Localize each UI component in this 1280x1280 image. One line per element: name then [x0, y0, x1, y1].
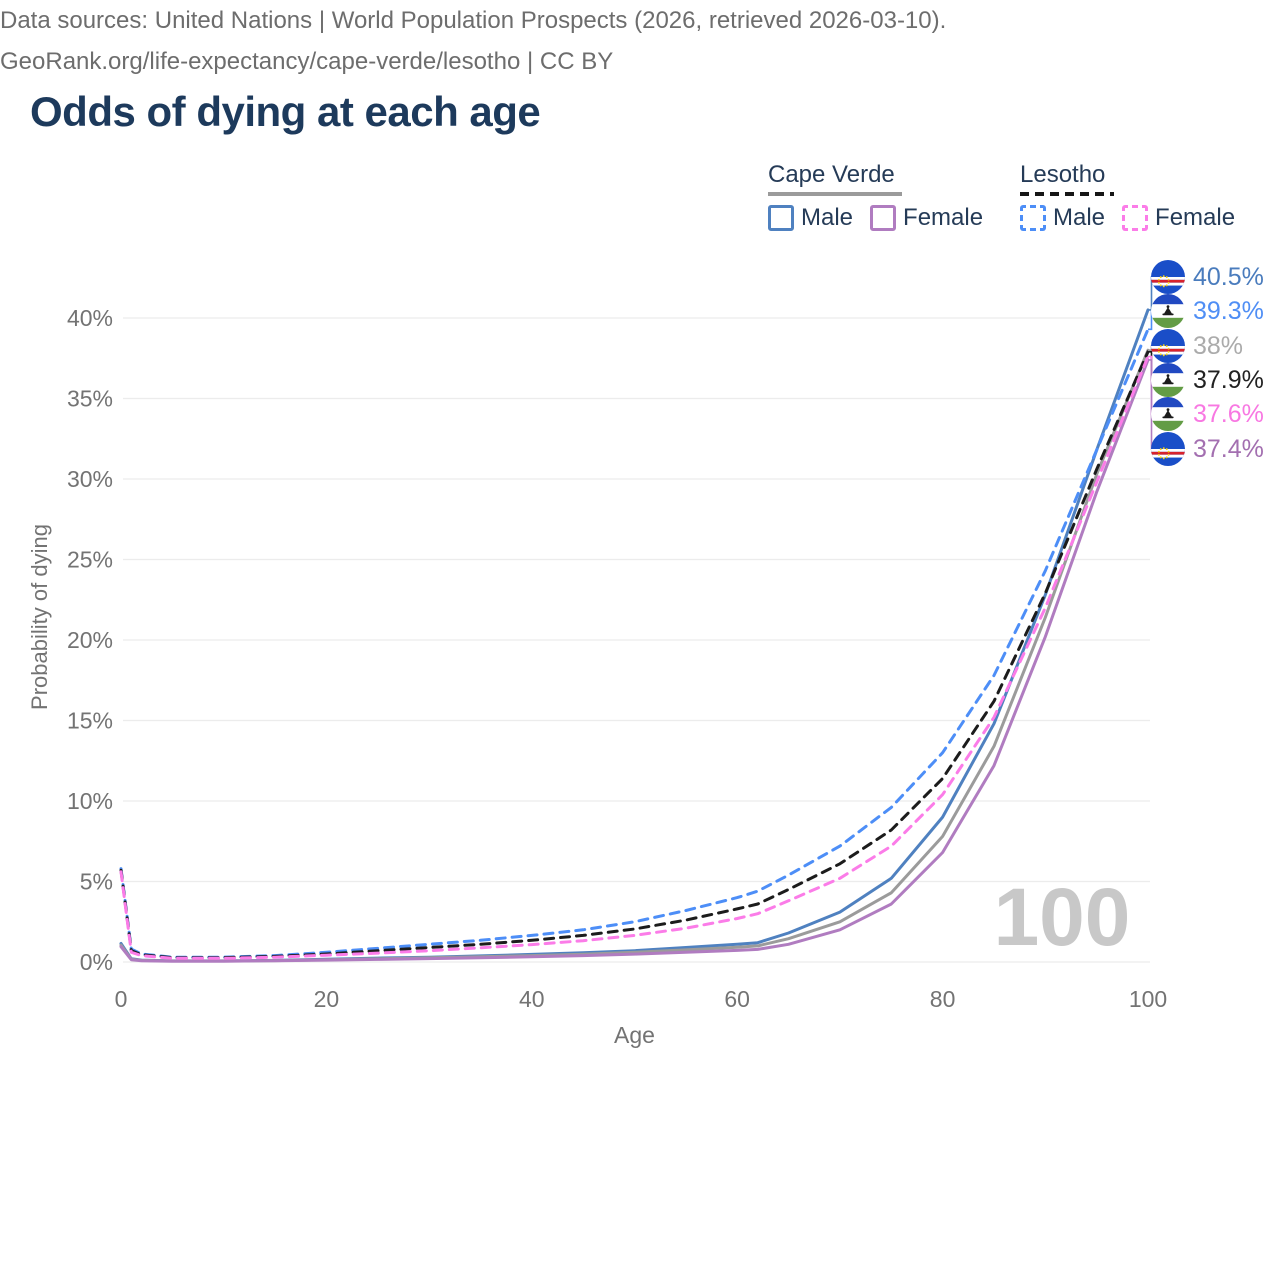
y-tick-label: 40%: [67, 305, 113, 331]
end-label-lesotho-female[interactable]: 37.6%: [1151, 397, 1264, 431]
end-label-cape-verde-female[interactable]: 37.4%: [1151, 432, 1264, 466]
x-tick-label: 60: [724, 986, 750, 1012]
attribution-line: GeoRank.org/life-expectancy/cape-verde/l…: [0, 48, 614, 75]
x-axis-title: Age: [614, 1022, 655, 1048]
chart-canvas[interactable]: 0% 5% 10% 15% 20% 25% 30% 35% 40% 0 20 40 60 80 100 Age…: [0, 250, 1280, 1080]
cape-verde-flag-icon: [1151, 432, 1185, 466]
y-tick-label: 30%: [67, 466, 113, 492]
end-label-lesotho-male[interactable]: 39.3%: [1151, 294, 1264, 328]
legend-label-male: Male: [1053, 204, 1106, 231]
legend-item-lesotho-female[interactable]: Female: [1122, 204, 1235, 232]
y-tick-label: 35%: [67, 386, 113, 412]
legend-item-cape-verde-female[interactable]: Female: [870, 204, 983, 232]
x-tick-label: 0: [115, 986, 128, 1012]
y-tick-label: 0%: [80, 949, 113, 975]
legend-country-lesotho[interactable]: Lesotho: [1020, 161, 1106, 188]
end-value-label: 38%: [1193, 331, 1244, 360]
legend-group-lesotho: Lesotho Male Female: [1020, 161, 1235, 232]
lesotho-female-swatch-icon: [1122, 205, 1149, 231]
end-value-label: 37.9%: [1193, 365, 1264, 394]
watermark-age-label: 100: [994, 872, 1131, 963]
lesotho-flag-icon: [1151, 294, 1185, 328]
y-tick-label: 25%: [67, 547, 113, 573]
y-tick-label: 10%: [67, 788, 113, 814]
legend-item-cape-verde-male[interactable]: Male: [768, 204, 853, 232]
series-line-cape-verde-male[interactable]: [119, 308, 1150, 963]
cape-verde-female-swatch-icon: [870, 205, 897, 231]
cape-verde-flag-icon: [1151, 329, 1185, 363]
page-title: Odds of dying at each age: [30, 88, 541, 135]
data-sources-line: Data sources: United Nations | World Pop…: [0, 7, 947, 34]
end-label-cape-verde-male[interactable]: 40.5%: [1151, 260, 1264, 294]
lesotho-flag-icon: [1151, 363, 1185, 397]
lesotho-male-swatch-icon: [1020, 205, 1046, 231]
y-axis-title: Probability of dying: [27, 524, 52, 710]
x-tick-label: 20: [314, 986, 340, 1012]
x-tick-label: 40: [519, 986, 545, 1012]
legend-underline-lesotho-dashed: [1020, 192, 1114, 196]
series-line-lesotho-all[interactable]: [119, 350, 1150, 960]
legend-group-cape-verde: Cape Verde Male Female: [768, 161, 983, 232]
legend-country-cape-verde[interactable]: Cape Verde: [768, 161, 895, 188]
cape-verde-flag-icon: [1151, 260, 1185, 294]
footer: Data sources: United Nations | World Pop…: [0, 0, 1280, 82]
legend-label-male: Male: [801, 204, 854, 231]
end-value-label: 37.6%: [1193, 399, 1264, 428]
series-line-lesotho-female[interactable]: [119, 355, 1150, 960]
end-label-lesotho-all[interactable]: 37.9%: [1151, 363, 1264, 397]
legend-label-female: Female: [1155, 204, 1236, 231]
series-line-cape-verde-all[interactable]: [119, 348, 1150, 963]
lesotho-flag-icon: [1151, 397, 1185, 431]
end-value-label: 39.3%: [1193, 296, 1264, 325]
legend-item-lesotho-male[interactable]: Male: [1020, 204, 1105, 232]
end-value-label: 40.5%: [1193, 262, 1264, 291]
series-line-lesotho-male[interactable]: [119, 327, 1150, 959]
legend-label-female: Female: [903, 204, 984, 231]
series-line-cape-verde-female[interactable]: [119, 358, 1150, 963]
x-tick-label: 100: [1129, 986, 1167, 1012]
cape-verde-male-swatch-icon: [768, 205, 794, 231]
y-tick-label: 15%: [67, 708, 113, 734]
legend-underline-cape-verde-solid: [768, 192, 902, 196]
end-label-cape-verde-all[interactable]: 38%: [1151, 329, 1243, 363]
y-tick-label: 20%: [67, 627, 113, 653]
x-tick-label: 80: [930, 986, 956, 1012]
y-tick-label: 5%: [80, 869, 113, 895]
end-value-label: 37.4%: [1193, 434, 1264, 463]
